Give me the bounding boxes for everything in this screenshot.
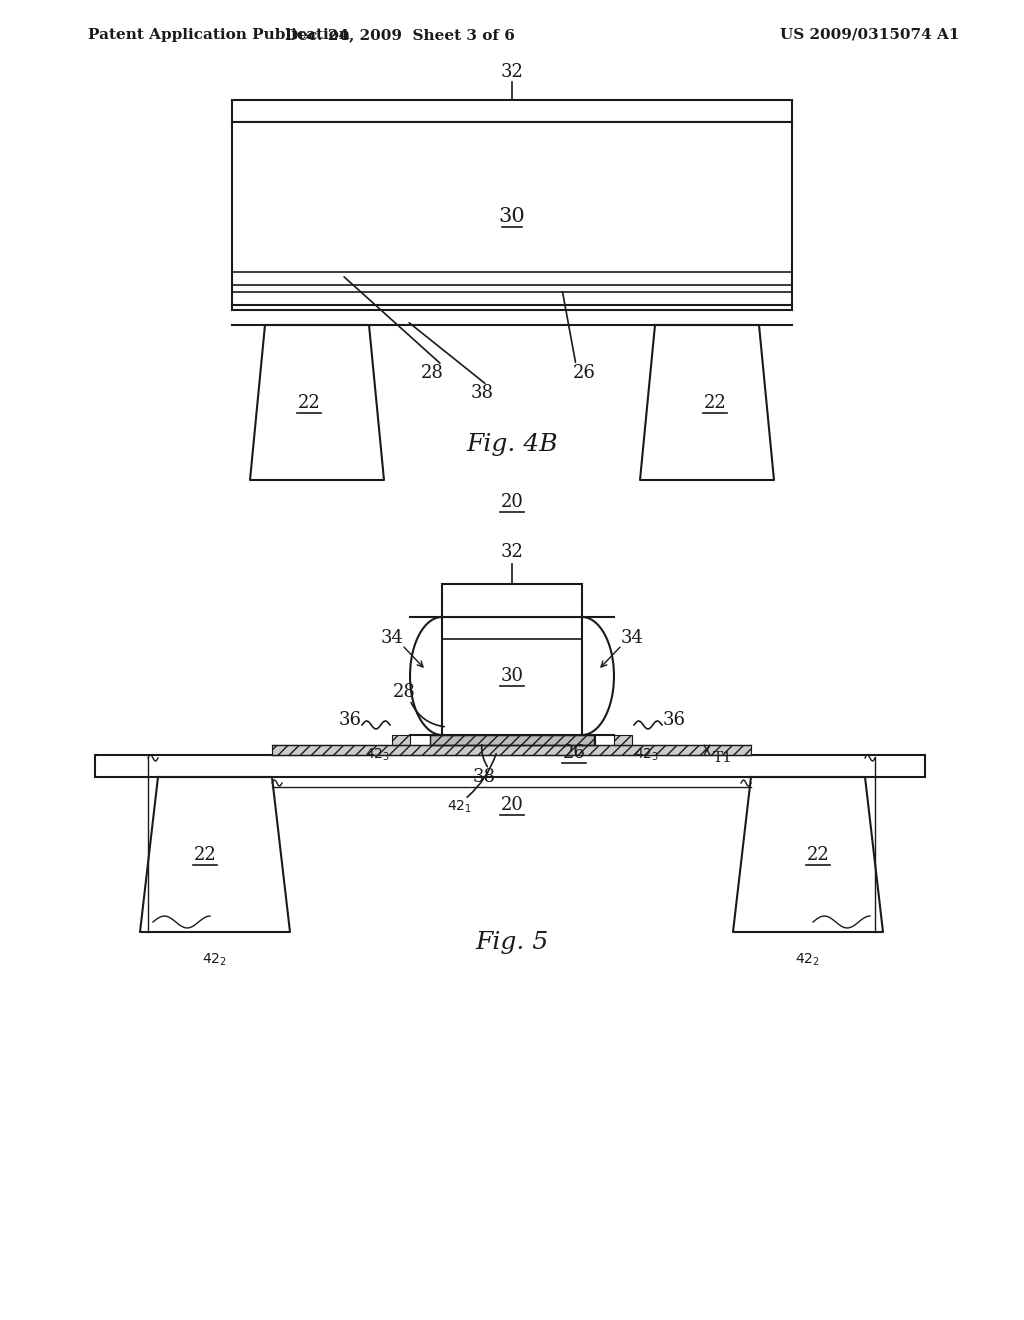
Text: 36: 36 [663, 711, 685, 729]
Text: 26: 26 [572, 364, 595, 381]
Text: $42_2$: $42_2$ [203, 952, 227, 968]
Bar [272, 744, 751, 755]
Text: $42_2$: $42_2$ [796, 952, 820, 968]
Text: 38: 38 [472, 768, 496, 785]
Bar [430, 735, 595, 744]
Text: 32: 32 [501, 63, 523, 81]
Text: 32: 32 [501, 543, 523, 561]
Text: 20: 20 [501, 492, 523, 511]
Text: US 2009/0315074 A1: US 2009/0315074 A1 [780, 28, 959, 42]
Bar [392, 735, 410, 744]
Text: 22: 22 [298, 393, 321, 412]
Bar [442, 616, 582, 735]
Bar [232, 100, 792, 121]
Text: T1: T1 [713, 751, 733, 766]
Text: 30: 30 [499, 206, 525, 226]
Bar [95, 755, 925, 777]
Text: 22: 22 [194, 846, 216, 865]
Text: 22: 22 [703, 393, 726, 412]
Text: Patent Application Publication: Patent Application Publication [88, 28, 350, 42]
Text: $42_3$: $42_3$ [365, 747, 390, 763]
Text: Fig. 4B: Fig. 4B [466, 433, 558, 457]
Text: 28: 28 [392, 682, 416, 701]
Bar [614, 735, 632, 744]
Text: Fig. 5: Fig. 5 [475, 931, 549, 953]
Text: 30: 30 [501, 667, 523, 685]
Bar [232, 121, 792, 310]
Text: 38: 38 [470, 384, 494, 403]
Text: 34: 34 [381, 630, 403, 647]
Text: 34: 34 [621, 630, 643, 647]
Text: $42_1$: $42_1$ [447, 799, 472, 816]
Text: 20: 20 [501, 796, 523, 814]
Text: $42_3$: $42_3$ [634, 747, 659, 763]
Text: 26: 26 [562, 744, 586, 762]
Text: Dec. 24, 2009  Sheet 3 of 6: Dec. 24, 2009 Sheet 3 of 6 [285, 28, 515, 42]
Text: 22: 22 [807, 846, 829, 865]
Text: 28: 28 [421, 364, 443, 381]
Bar [442, 583, 582, 616]
Text: 36: 36 [339, 711, 361, 729]
